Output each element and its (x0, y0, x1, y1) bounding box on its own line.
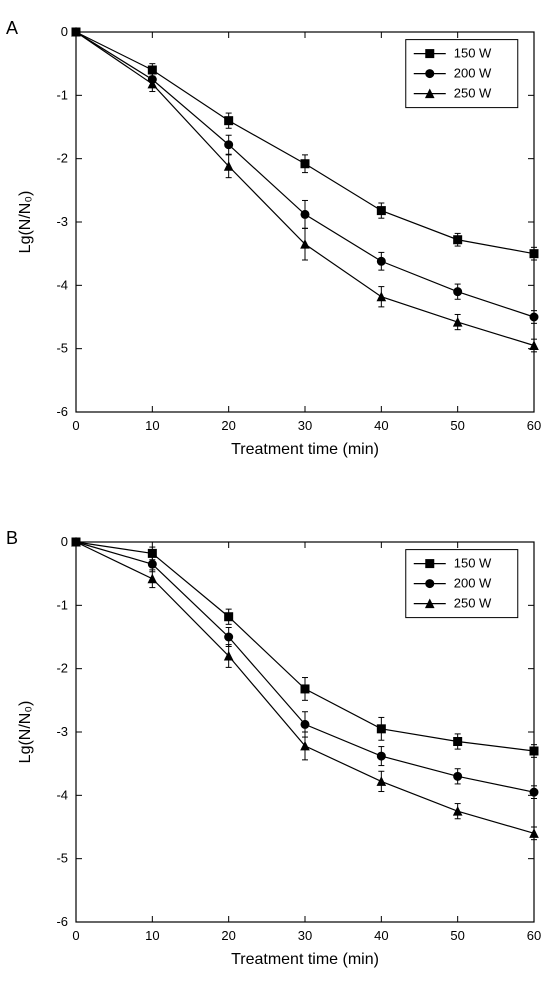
x-tick-label: 50 (450, 418, 464, 433)
y-tick-label: -4 (56, 277, 68, 292)
panel-label-b: B (6, 528, 18, 549)
x-axis-label: Treatment time (min) (231, 441, 379, 458)
y-tick-label: 0 (61, 24, 68, 39)
y-tick-label: -2 (56, 661, 68, 676)
x-tick-label: 40 (374, 928, 388, 943)
x-tick-label: 20 (221, 928, 235, 943)
x-tick-label: 40 (374, 418, 388, 433)
legend-label: 250 W (454, 596, 492, 611)
y-tick-label: -6 (56, 914, 68, 929)
figure-container: A 0 10 20 30 40 50 60 -6 -5 -4 -3 -2 -1 0 Treatment tim… (0, 0, 559, 1000)
chart-svg-b: 0 10 20 30 40 50 60 -6 -5 -4 -3 -2 -1 0 Treatment time… (0, 510, 559, 1000)
chart-wrapper: 0 10 20 30 40 50 60 -6 -5 -4 -3 -2 -1 0 Treatment time… (0, 510, 559, 1000)
legend-label: 200 W (454, 66, 492, 81)
y-axis-label: Lg(N/N₀) (17, 701, 34, 764)
y-tick-label: -5 (56, 341, 68, 356)
x-tick-label: 60 (527, 928, 541, 943)
y-tick-label: -3 (56, 214, 68, 229)
y-tick-label: -3 (56, 724, 68, 739)
legend-label: 150 W (454, 556, 492, 571)
x-tick-label: 10 (145, 418, 159, 433)
y-tick-label: 0 (61, 534, 68, 549)
y-tick-label: -4 (56, 787, 68, 802)
y-tick-label: -1 (56, 597, 68, 612)
y-tick-label: -6 (56, 404, 68, 419)
x-tick-label: 30 (298, 928, 312, 943)
x-tick-label: 30 (298, 418, 312, 433)
y-tick-label: -2 (56, 151, 68, 166)
legend-label: 200 W (454, 576, 492, 591)
chart-wrapper: 0 10 20 30 40 50 60 -6 -5 -4 -3 -2 -1 0 Treatment time… (0, 0, 559, 490)
panel-b: B 0 10 20 30 40 50 60 -6 -5 -4 -3 -2 -1 0 Treatment tim… (0, 510, 559, 1000)
legend-label: 250 W (454, 86, 492, 101)
chart-svg-a: 0 10 20 30 40 50 60 -6 -5 -4 -3 -2 -1 0 Treatment time… (0, 0, 559, 490)
legend-label: 150 W (454, 46, 492, 61)
x-tick-label: 60 (527, 418, 541, 433)
panel-label-a: A (6, 18, 18, 39)
x-tick-label: 10 (145, 928, 159, 943)
x-tick-label: 50 (450, 928, 464, 943)
x-tick-label: 20 (221, 418, 235, 433)
x-tick-label: 0 (72, 418, 79, 433)
y-tick-label: -5 (56, 851, 68, 866)
y-tick-label: -1 (56, 87, 68, 102)
panel-a: A 0 10 20 30 40 50 60 -6 -5 -4 -3 -2 -1 0 Treatment tim… (0, 0, 559, 490)
y-axis-label: Lg(N/N₀) (17, 191, 34, 254)
x-axis-label: Treatment time (min) (231, 951, 379, 968)
x-tick-label: 0 (72, 928, 79, 943)
